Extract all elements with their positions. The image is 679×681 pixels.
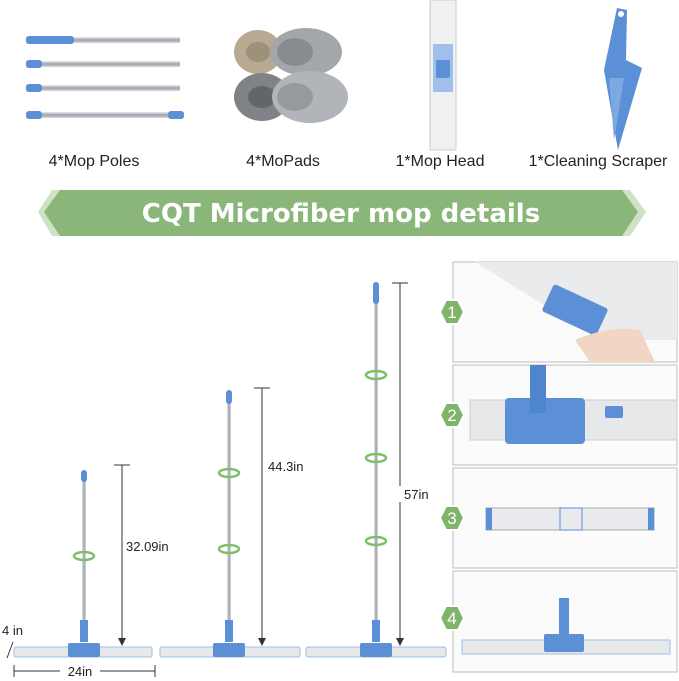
mop-head-image — [429, 0, 457, 151]
component-label: 1*Mop Head — [396, 153, 485, 170]
mop-tall — [305, 282, 447, 658]
width-label: 24in — [68, 664, 93, 679]
detail-panel-2 — [452, 364, 678, 466]
svg-text:4: 4 — [447, 609, 456, 628]
height-medium-label: 44.3in — [268, 459, 303, 474]
svg-text:2: 2 — [447, 406, 456, 425]
component-label: 4*MoPads — [246, 153, 320, 170]
svg-text:3: 3 — [447, 509, 456, 528]
mop-pads-image — [234, 28, 348, 123]
mop-short — [13, 470, 153, 658]
component-label: 1*Cleaning Scraper — [529, 153, 668, 170]
step-badge-3: 3 — [438, 505, 466, 531]
step-badge-2: 2 — [438, 402, 466, 428]
step-badge-1: 1 — [438, 299, 466, 325]
svg-text:1: 1 — [447, 303, 456, 322]
detail-panel-1 — [452, 261, 678, 363]
cleaning-scraper-image — [604, 8, 642, 150]
depth-label: 4 in — [2, 623, 23, 638]
mop-medium — [159, 390, 301, 658]
dimension-lines — [6, 282, 408, 677]
mop-poles-image — [26, 36, 184, 119]
title-banner: CQT Microfiber mop details — [38, 190, 646, 236]
height-short-label: 32.09in — [126, 539, 169, 554]
height-tall-label: 57in — [404, 487, 429, 502]
component-label: 4*Mop Poles — [49, 153, 140, 170]
step-badge-4: 4 — [438, 605, 466, 631]
detail-panel-4 — [452, 570, 678, 673]
banner-title: CQT Microfiber mop details — [142, 199, 540, 229]
detail-panel-3 — [452, 467, 678, 569]
